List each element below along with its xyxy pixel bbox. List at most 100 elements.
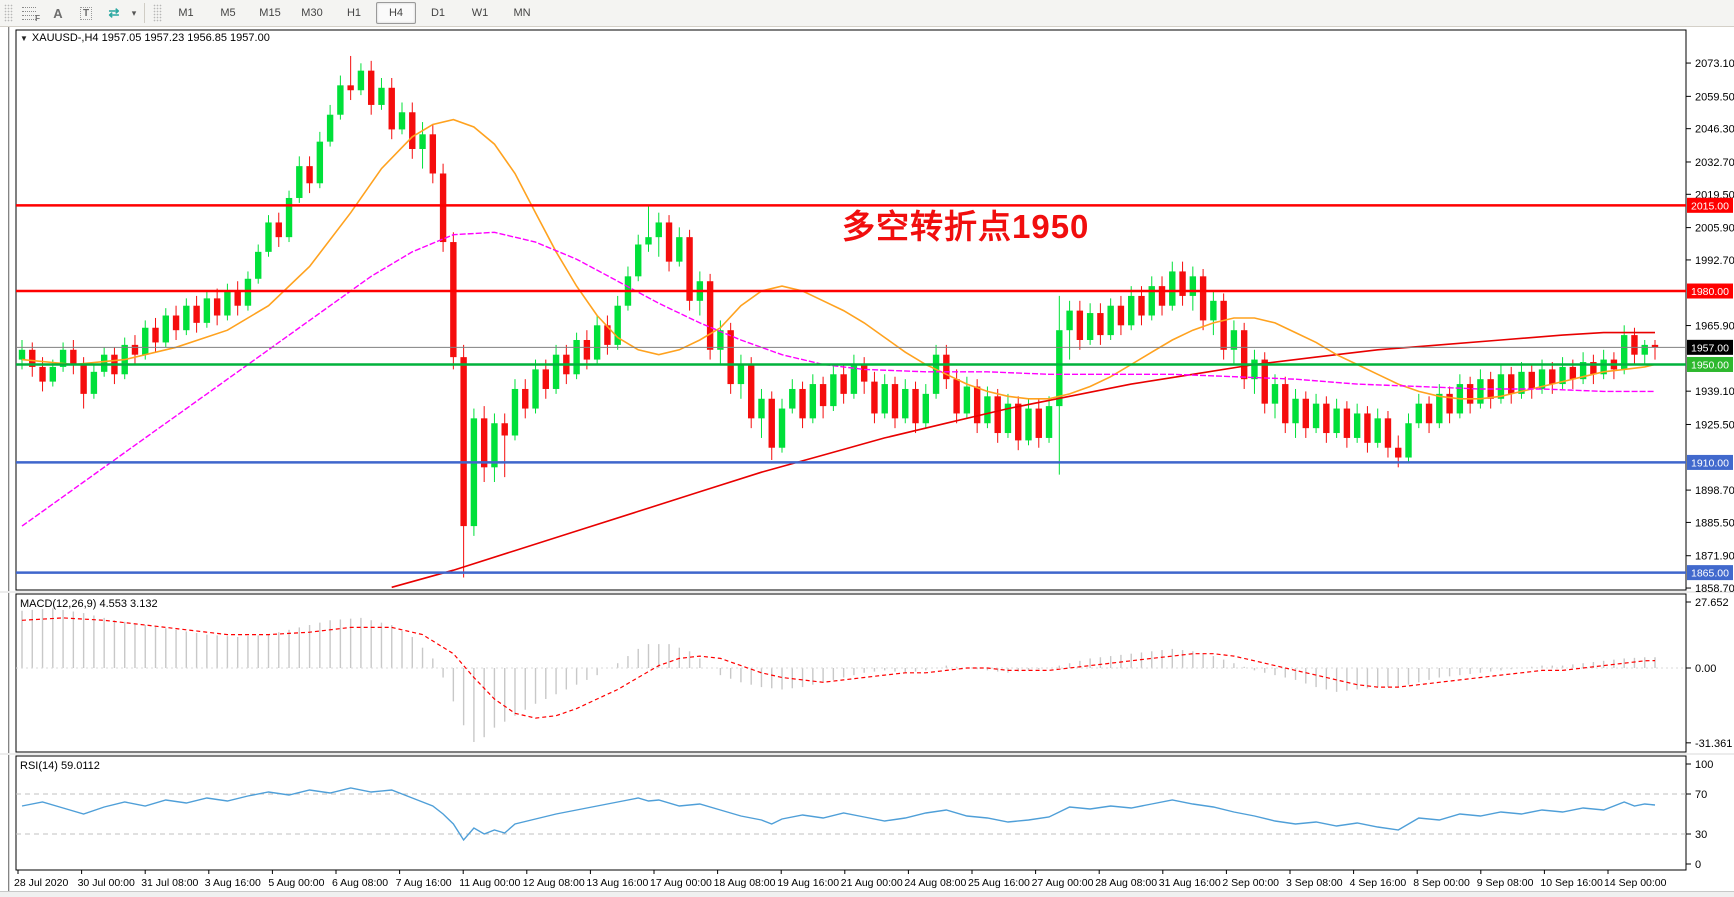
text-label-icon: A <box>53 5 63 21</box>
candle-body <box>470 418 478 527</box>
time-label: 31 Jul 08:00 <box>141 877 198 889</box>
candle-body <box>1405 423 1412 458</box>
macd-axis-label: 27.652 <box>1695 597 1729 609</box>
tool-dropdown-caret[interactable]: ▾ <box>128 2 140 24</box>
text-box-icon: T <box>79 6 93 20</box>
candle-body <box>1035 408 1042 438</box>
candle-body <box>593 325 601 360</box>
timeframe-button-H1[interactable]: H1 <box>346 7 362 19</box>
timeframe-button-H4[interactable]: H4 <box>376 2 416 24</box>
candle-body <box>388 87 395 130</box>
candle-body <box>1158 286 1166 306</box>
macd-signal-line <box>21 617 1656 719</box>
time-label: 17 Aug 00:00 <box>650 877 712 889</box>
rsi-axis-label: 100 <box>1695 759 1713 771</box>
timeframe-button-M5[interactable]: M5 <box>220 7 236 19</box>
candle-body <box>1620 335 1628 370</box>
candle-body <box>1425 403 1433 424</box>
candle-body <box>183 305 190 331</box>
objects-arrows-tool-button[interactable]: ⇄ <box>100 1 128 25</box>
arrows-icon: ⇄ <box>108 5 120 20</box>
timeframe-button-W1[interactable]: W1 <box>471 7 489 19</box>
text-label-tool-button[interactable]: A <box>44 1 72 25</box>
time-axis[interactable]: 28 Jul 2020 30 Jul 00:00 31 Jul 08:00 3 Aug… <box>14 870 1667 889</box>
timeframe-button-M30[interactable]: M30 <box>301 7 323 19</box>
text-box-tool-button[interactable]: T <box>72 1 100 25</box>
candle-body <box>501 423 508 436</box>
price-badge-2015.00 <box>1687 197 1733 213</box>
time-label: 2 Sep 00:00 <box>1222 877 1279 889</box>
candle-body <box>162 315 169 343</box>
time-label: 13 Aug 16:00 <box>586 877 648 889</box>
candle-body <box>819 384 827 407</box>
time-label: 27 Aug 00:00 <box>1032 877 1094 889</box>
symbol-dropdown-icon[interactable]: ▼ <box>20 34 28 43</box>
candle-body <box>1508 374 1515 394</box>
timeframe-button-M1[interactable]: M1 <box>178 7 194 19</box>
candle-body <box>963 386 971 414</box>
fibonacci-tool-button[interactable]: F <box>16 1 44 25</box>
candle-body <box>778 408 786 448</box>
timeframe-button-M15[interactable]: M15 <box>259 7 281 19</box>
candles-layer <box>18 55 1659 578</box>
candle-body <box>840 374 847 394</box>
time-label: 3 Sep 08:00 <box>1286 877 1343 889</box>
price-badge-1950.00 <box>1687 356 1733 372</box>
candle-body <box>1446 393 1453 414</box>
timeframe-toolbar-grip[interactable] <box>153 4 162 22</box>
candle-body <box>1210 300 1217 321</box>
candle-body <box>748 364 755 419</box>
macd-histogram <box>21 608 1656 742</box>
candle-body <box>172 315 180 331</box>
toolbar-grip[interactable] <box>4 4 13 22</box>
candle-body <box>891 384 899 419</box>
toolbar: F A T ⇄ ▾ M1 M5 M15 M30 H1 H4 D1 W1 MN <box>0 0 1734 27</box>
time-label: 25 Aug 16:00 <box>968 877 1030 889</box>
candle-body <box>1251 359 1258 380</box>
candle-body <box>1395 447 1402 458</box>
candle-body <box>29 349 36 367</box>
candle-body <box>1343 408 1351 438</box>
rsi-axis-label: 0 <box>1695 859 1701 871</box>
toolbar-separator <box>144 3 145 23</box>
candle-body <box>409 112 416 150</box>
candle-body <box>614 305 621 345</box>
candle-body <box>90 371 98 394</box>
candle-body <box>881 384 888 414</box>
candle-body <box>953 379 960 414</box>
candle-body <box>326 114 334 142</box>
panel-splitter[interactable] <box>0 591 1734 593</box>
window-bottom-edge <box>0 891 1734 897</box>
candle-body <box>1004 403 1012 434</box>
candle-body <box>1240 330 1248 380</box>
candle-body <box>1107 305 1114 336</box>
time-label: 19 Aug 16:00 <box>777 877 839 889</box>
price-tick-label: 2059.50 <box>1695 91 1734 103</box>
candle-body <box>1169 271 1176 306</box>
candle-body <box>1302 398 1310 429</box>
timeframe-button-MN[interactable]: MN <box>513 7 531 19</box>
timeframe-button-D1[interactable]: D1 <box>430 7 446 19</box>
price-badge-label: 1980.00 <box>1691 286 1729 298</box>
candle-body <box>604 325 611 345</box>
candle-body <box>285 197 293 238</box>
candle-body <box>1415 403 1422 424</box>
candle-body <box>450 242 457 358</box>
panel-splitter[interactable] <box>0 753 1734 755</box>
price-axis[interactable]: 2073.102059.502046.302032.702019.502005.… <box>1686 58 1734 871</box>
rsi-axis-label: 70 <box>1695 789 1707 801</box>
macd-indicator-label: MACD(12,26,9) 4.553 3.132 <box>20 598 158 610</box>
chart-canvas[interactable]: 2073.102059.502046.302032.702019.502005.… <box>0 27 1734 897</box>
timeframe-bar: M1 M5 M15 M30 H1 H4 D1 W1 MN <box>165 2 543 24</box>
candle-body <box>645 237 652 245</box>
candle-body <box>80 364 87 394</box>
candle-body <box>665 222 673 262</box>
price-tick-label: 1965.90 <box>1695 321 1734 333</box>
candle-body <box>203 298 211 323</box>
ma-mid-line <box>21 231 1655 527</box>
symbol-ohlc-line[interactable]: ▼ XAUUSD-,H4 1957.05 1957.23 1956.85 1957… <box>20 32 270 44</box>
price-badge-1980.00 <box>1687 283 1733 299</box>
candle-body <box>316 141 324 184</box>
candle-body <box>1384 418 1392 448</box>
